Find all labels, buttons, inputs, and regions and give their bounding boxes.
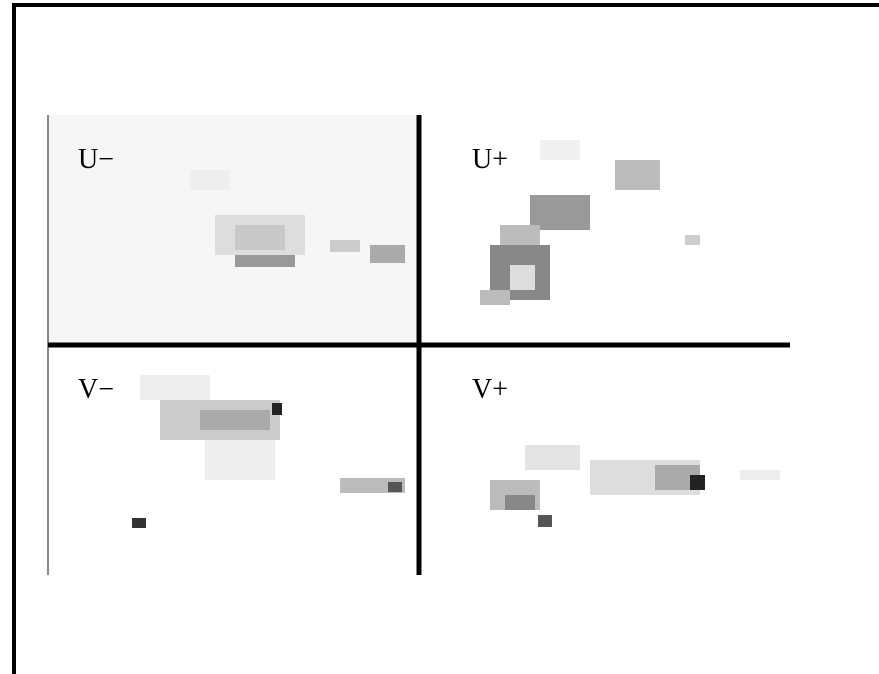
panel-label: U− xyxy=(78,144,114,175)
figure: U− U+ V− V+ xyxy=(0,0,879,674)
panel-label: V+ xyxy=(472,374,508,405)
heatmap-v-minus xyxy=(132,375,405,528)
heatmap-u-plus xyxy=(480,140,700,305)
panel-label: U+ xyxy=(472,144,508,175)
panel-label: V− xyxy=(78,374,114,405)
heatmap-v-plus xyxy=(490,445,780,527)
